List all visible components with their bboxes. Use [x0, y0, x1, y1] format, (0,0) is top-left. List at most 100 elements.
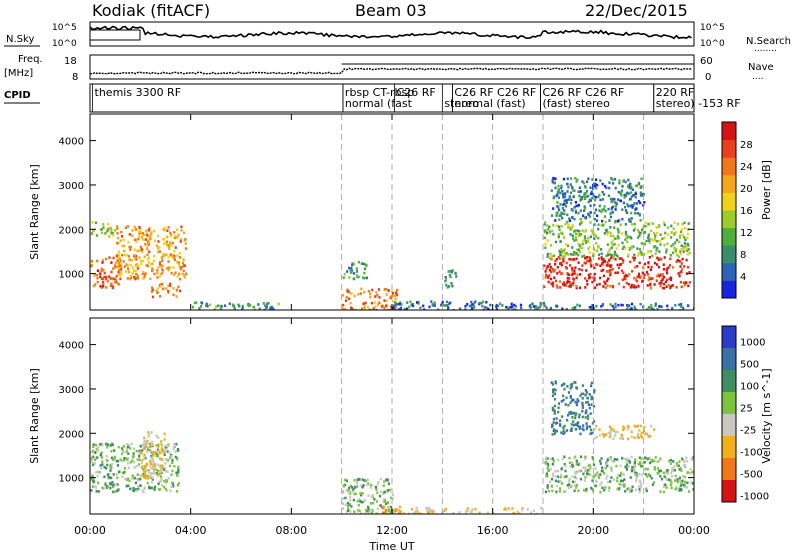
- data-cell: [559, 240, 562, 243]
- data-cell: [101, 261, 104, 264]
- data-cell: [270, 305, 273, 309]
- data-cell: [158, 295, 162, 298]
- data-cell: [621, 303, 624, 307]
- data-cell: [573, 475, 577, 479]
- data-cell: [626, 236, 629, 239]
- data-cell: [148, 474, 152, 478]
- data-cell: [663, 223, 666, 227]
- data-cell: [442, 304, 445, 307]
- data-cell: [391, 497, 394, 500]
- data-cell: [379, 504, 382, 507]
- data-cell: [636, 424, 639, 428]
- data-cell: [375, 291, 378, 294]
- data-cell: [593, 211, 596, 215]
- data-cell: [664, 476, 667, 479]
- data-cell: [464, 304, 467, 308]
- data-cell: [120, 235, 124, 238]
- data-cell: [581, 427, 584, 430]
- data-cell: [638, 473, 641, 476]
- data-cell: [426, 508, 429, 511]
- data-cell: [347, 507, 350, 511]
- data-cell: [593, 405, 596, 408]
- data-cell: [158, 250, 161, 253]
- data-cell: [158, 449, 161, 452]
- data-cell: [614, 205, 617, 208]
- data-cell: [634, 192, 637, 196]
- data-cell: [609, 427, 612, 430]
- data-cell: [124, 226, 127, 230]
- data-cell: [593, 390, 596, 394]
- data-cell: [571, 209, 574, 212]
- data-cell: [165, 480, 168, 483]
- data-cell: [133, 476, 136, 480]
- data-cell: [622, 285, 625, 289]
- data-cell: [612, 234, 615, 238]
- data-cell: [591, 456, 594, 459]
- data-cell: [601, 208, 604, 211]
- data-cell: [129, 277, 132, 281]
- data-cell: [577, 190, 580, 194]
- data-cell: [584, 192, 587, 195]
- data-cell: [672, 460, 675, 463]
- data-cell: [588, 245, 591, 249]
- data-cell: [143, 453, 146, 457]
- data-cell: [120, 266, 123, 269]
- data-cell: [680, 247, 683, 251]
- data-cell: [686, 304, 689, 307]
- data-cell: [589, 262, 592, 265]
- data-cell: [656, 256, 659, 260]
- data-cell: [568, 479, 571, 483]
- data-cell: [363, 262, 366, 266]
- data-cell: [148, 432, 151, 436]
- data-cell: [492, 512, 495, 514]
- data-cell: [610, 211, 613, 214]
- data-cell: [566, 182, 569, 186]
- data-cell: [592, 246, 595, 250]
- data-cell: [590, 428, 593, 432]
- data-cell: [658, 469, 661, 473]
- data-cell: [626, 274, 629, 278]
- data-cell: [561, 457, 564, 461]
- data-cell: [138, 226, 141, 229]
- data-cell: [659, 457, 662, 461]
- data-cell: [564, 464, 567, 468]
- data-cell: [341, 507, 345, 510]
- data-cell: [681, 233, 684, 237]
- data-cell: [152, 465, 155, 469]
- data-cell: [692, 458, 694, 461]
- data-cell: [628, 304, 631, 307]
- data-cell: [597, 253, 601, 257]
- data-cell: [110, 261, 113, 264]
- data-cell: [683, 463, 686, 467]
- data-cell: [562, 429, 565, 432]
- data-cell: [564, 195, 567, 199]
- data-cell: [92, 284, 95, 288]
- colorbar-swatch: [722, 227, 736, 246]
- data-cell: [614, 237, 617, 241]
- data-cell: [544, 490, 547, 494]
- data-cell: [99, 453, 102, 457]
- data-cell: [573, 217, 576, 221]
- data-cell: [679, 252, 683, 256]
- data-cell: [110, 232, 113, 235]
- data-cell: [119, 277, 122, 281]
- data-cell: [616, 254, 619, 258]
- data-cell: [638, 490, 641, 494]
- data-cell: [585, 239, 588, 243]
- data-cell: [685, 258, 688, 262]
- data-cell: [586, 279, 589, 283]
- data-cell: [140, 231, 143, 234]
- colorbar-swatch: [722, 392, 736, 415]
- data-cell: [552, 421, 555, 424]
- data-cell: [131, 234, 134, 238]
- data-cell: [363, 479, 366, 482]
- data-cell: [611, 239, 614, 243]
- data-cell: [464, 308, 467, 310]
- data-cell: [151, 286, 154, 289]
- data-cell: [109, 469, 112, 472]
- data-cell: [623, 483, 626, 487]
- data-cell: [604, 220, 607, 224]
- data-cell: [152, 454, 155, 457]
- data-cell: [667, 284, 670, 287]
